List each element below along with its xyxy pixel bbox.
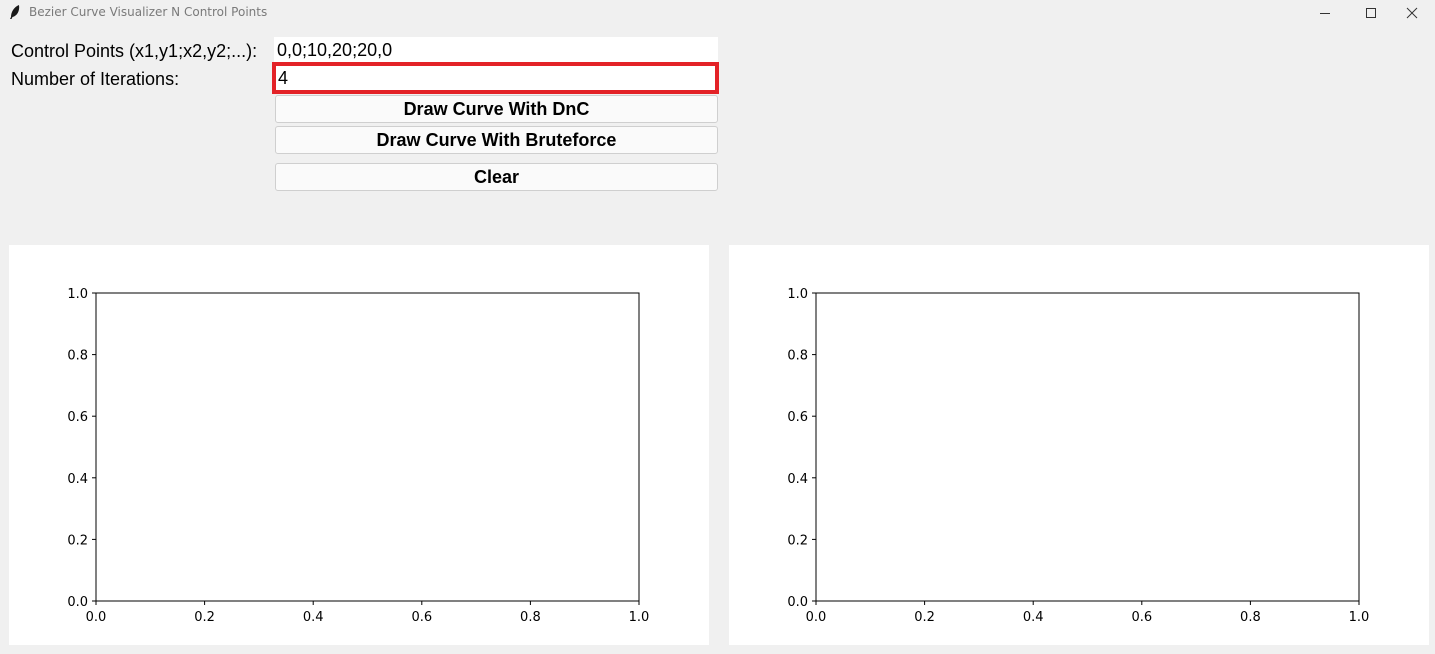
- y-tick-label: 0.0: [67, 595, 88, 610]
- x-tick-label: 0.6: [1131, 610, 1152, 625]
- y-tick-label: 1.0: [787, 287, 808, 302]
- window-title: Bezier Curve Visualizer N Control Points: [29, 5, 268, 19]
- x-tick-label: 0.0: [806, 610, 827, 625]
- minimize-button[interactable]: [1302, 0, 1348, 26]
- plot-axes-frame: [815, 292, 1360, 602]
- title-bar: Bezier Curve Visualizer N Control Points: [0, 0, 1435, 26]
- y-tick-label: 0.0: [787, 595, 808, 610]
- close-icon: [1406, 7, 1418, 19]
- x-tick-label: 0.2: [194, 610, 215, 625]
- control-points-input[interactable]: 0,0;10,20;20,0: [274, 37, 718, 62]
- maximize-button[interactable]: [1348, 0, 1394, 26]
- iterations-input[interactable]: 4: [272, 62, 719, 94]
- y-tick-label: 0.6: [67, 410, 88, 425]
- maximize-icon: [1366, 8, 1376, 18]
- y-tick-label: 0.2: [67, 533, 88, 548]
- draw-bruteforce-button[interactable]: Draw Curve With Bruteforce: [275, 126, 718, 154]
- dnc-plot-panel: 0.0 0.2 0.4 0.6 0.8 1.0 0.0 0.2 0.4 0.6 0.8 1.0: [9, 245, 709, 645]
- draw-dnc-button[interactable]: Draw Curve With DnC: [275, 95, 718, 123]
- dnc-plot-canvas: 0.0 0.2 0.4 0.6 0.8 1.0 0.0 0.2 0.4 0.6 0.8 1.0: [67, 287, 650, 625]
- clear-button[interactable]: Clear: [275, 163, 718, 191]
- bruteforce-plot-panel: 0.0 0.2 0.4 0.6 0.8 1.0 0.0 0.2 0.4 0.6 0.8 1.0: [729, 245, 1429, 645]
- bruteforce-plot-canvas: 0.0 0.2 0.4 0.6 0.8 1.0 0.0 0.2 0.4 0.6 0.8 1.0: [787, 287, 1370, 625]
- x-tick-label: 0.4: [303, 610, 324, 625]
- x-tick-label: 0.8: [520, 610, 541, 625]
- x-tick-label: 0.8: [1240, 610, 1261, 625]
- plot-axes-frame: [95, 292, 640, 602]
- y-tick-label: 0.8: [787, 349, 808, 364]
- y-tick-label: 0.4: [787, 472, 808, 487]
- control-points-label: Control Points (x1,y1;x2,y2;...):: [11, 41, 258, 61]
- x-tick-label: 0.0: [86, 610, 107, 625]
- y-tick-label: 0.6: [787, 410, 808, 425]
- feather-icon: [8, 4, 22, 20]
- y-tick-label: 0.4: [67, 472, 88, 487]
- x-tick-label: 0.4: [1023, 610, 1044, 625]
- x-tick-label: 0.2: [914, 610, 935, 625]
- x-tick-label: 1.0: [1349, 610, 1370, 625]
- close-button[interactable]: [1389, 0, 1435, 26]
- y-tick-label: 0.8: [67, 349, 88, 364]
- y-tick-label: 0.2: [787, 533, 808, 548]
- x-tick-label: 1.0: [629, 610, 650, 625]
- x-tick-label: 0.6: [411, 610, 432, 625]
- iterations-label: Number of Iterations:: [11, 69, 180, 89]
- y-tick-label: 1.0: [67, 287, 88, 302]
- minimize-icon: [1320, 13, 1330, 14]
